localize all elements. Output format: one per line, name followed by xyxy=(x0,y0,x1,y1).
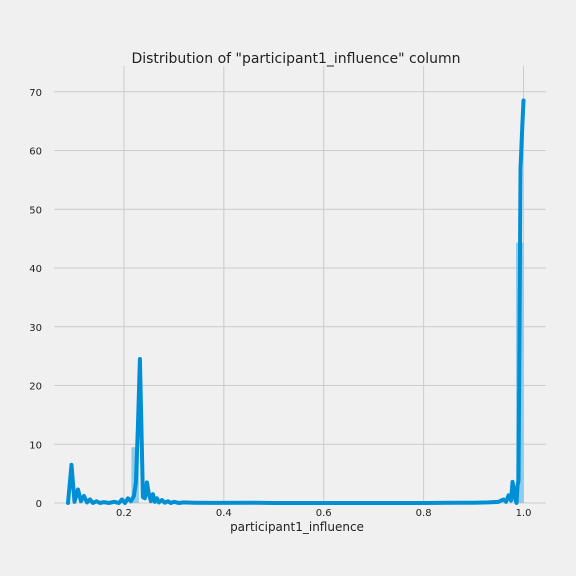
y-tick-label: 50 xyxy=(29,205,42,216)
x-tick-label: 0.6 xyxy=(316,508,332,519)
y-tick-label: 60 xyxy=(29,147,42,158)
y-tick-label: 70 xyxy=(29,88,42,99)
x-tick-label: 0.4 xyxy=(216,508,232,519)
chart-title: Distribution of "participant1_influence"… xyxy=(131,51,460,67)
y-tick-label: 10 xyxy=(29,440,42,451)
y-tick-label: 20 xyxy=(29,382,42,393)
x-axis-ticks: 0.2 0.4 0.6 0.8 1.0 xyxy=(116,508,532,519)
kde-curve-group xyxy=(65,98,526,505)
y-axis-ticks: 0 10 20 30 40 50 60 70 xyxy=(29,88,42,510)
x-tick-label: 0.8 xyxy=(416,508,432,519)
x-axis-label: participant1_influence xyxy=(230,520,364,534)
x-tick-label: 1.0 xyxy=(516,508,532,519)
x-tick-label: 0.2 xyxy=(116,508,132,519)
y-tick-label: 0 xyxy=(36,499,42,510)
y-tick-label: 40 xyxy=(29,264,42,275)
y-tick-label: 30 xyxy=(29,323,42,334)
kde-line xyxy=(65,98,526,505)
